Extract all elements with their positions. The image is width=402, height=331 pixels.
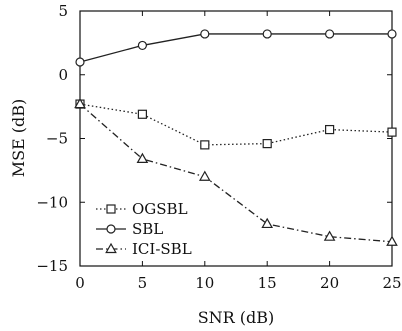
legend: OGSBL SBL ICI-SBL [96,200,192,258]
series-sbl [75,29,397,67]
axis-ticks: 0 5 10 15 20 25 5 0 −5 −10 −15 [36,2,401,292]
y-tick-label: −10 [36,193,68,211]
x-tick-label: 25 [382,274,401,292]
data-point [198,170,211,181]
x-tick-label: 0 [75,274,85,292]
data-point [75,57,85,67]
series-ici-sbl [74,97,398,246]
series-line [79,103,393,146]
data-point [386,235,398,246]
x-axis-label: SNR (dB) [198,308,275,327]
data-point [387,127,397,137]
x-tick-label: 5 [138,274,148,292]
legend-marker [106,204,116,214]
legend-label: OGSBL [132,200,188,218]
data-point [136,152,149,163]
data-point [74,97,86,109]
data-point [262,139,272,149]
x-tick-label: 15 [258,274,277,292]
series-line [79,103,393,243]
data-point [323,230,336,241]
data-point [137,109,147,119]
data-point [261,217,274,229]
y-tick-label: −5 [46,130,68,148]
series-ogsbl [75,99,397,150]
series-layer [74,29,398,246]
legend-item: OGSBL [96,200,188,218]
data-point [200,140,210,150]
x-tick-label: 20 [320,274,339,292]
legend-label: SBL [132,220,163,238]
legend-item: ICI-SBL [96,240,192,258]
data-point [137,40,147,51]
y-tick-label: −15 [36,257,68,275]
y-axis-label: MSE (dB) [9,99,28,178]
legend-marker [106,224,116,234]
legend-item: SBL [96,220,163,238]
y-tick-label: 0 [58,66,68,84]
data-point [325,124,335,135]
y-tick-label: 5 [58,2,68,20]
legend-label: ICI-SBL [132,240,192,258]
x-tick-label: 10 [195,274,214,292]
data-point [200,29,210,39]
data-point [325,29,335,39]
series-line [79,33,392,63]
data-point [387,29,397,39]
data-point [262,29,272,39]
legend-marker [105,242,117,254]
